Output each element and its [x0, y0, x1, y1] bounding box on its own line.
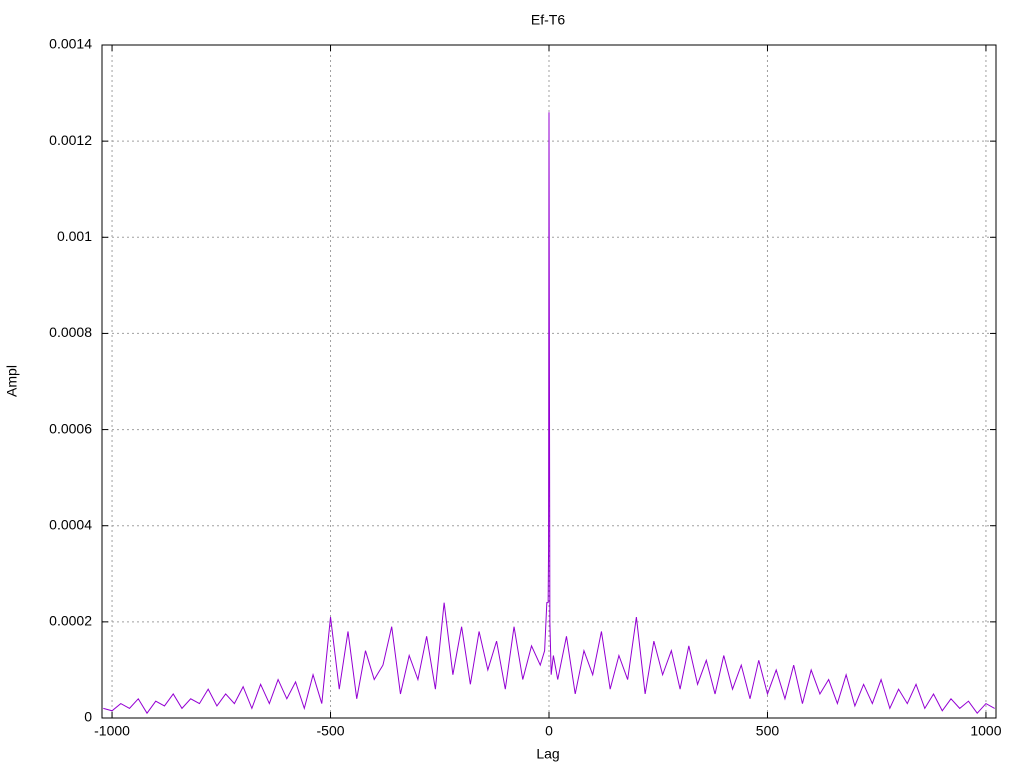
x-tick-label: 1000 — [970, 723, 1001, 739]
y-tick-label: 0 — [84, 709, 92, 725]
chart-title: Ef-T6 — [531, 12, 565, 28]
plot — [103, 112, 995, 715]
y-tick-label: 0.0006 — [49, 420, 92, 436]
y-tick-label: 0.0012 — [49, 132, 92, 148]
x-axis-label: Lag — [536, 746, 559, 762]
x-tick-label: -500 — [317, 723, 345, 739]
y-tick-label: 0.0014 — [49, 36, 92, 52]
y-tick-label: 0.0008 — [49, 324, 92, 340]
y-tick-label: 0.001 — [57, 228, 92, 244]
x-tick-label: 0 — [545, 723, 553, 739]
x-tick-label: -1000 — [94, 723, 130, 739]
data-line — [103, 112, 995, 715]
x-tick-label: 500 — [756, 723, 780, 739]
y-tick-label: 0.0002 — [49, 613, 92, 629]
y-axis-label: Ampl — [4, 365, 20, 397]
y-tick-label: 0.0004 — [49, 516, 92, 532]
